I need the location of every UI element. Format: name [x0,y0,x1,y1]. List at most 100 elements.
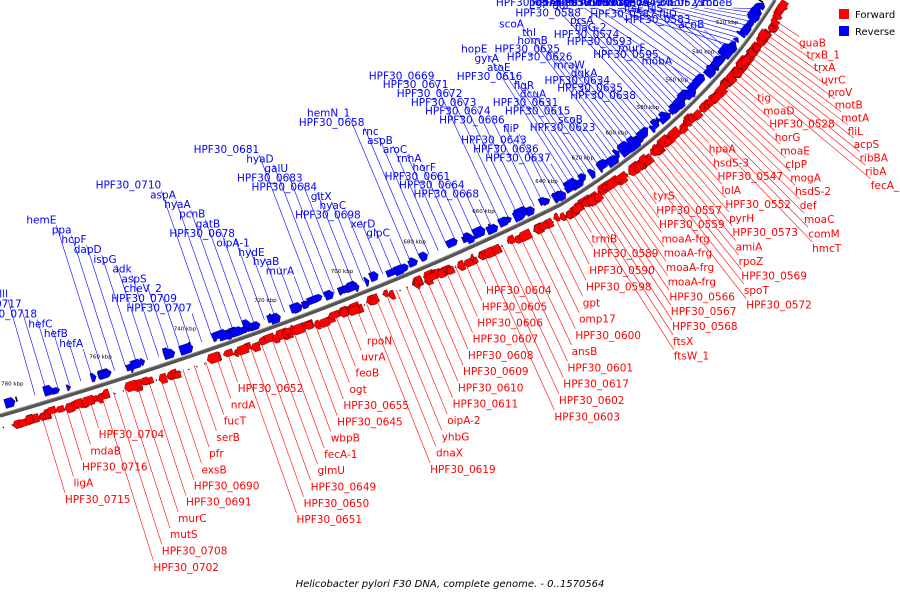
forward-strand-genes [12,0,789,429]
reverse-gene-connector [302,183,345,290]
forward-gene-connector [77,403,91,445]
reverse-gene-arrow [353,282,360,293]
reverse-gene-label: HPF30_0661 [385,171,451,183]
reverse-gene-connector [622,93,652,128]
forward-gene-label: HPF30_0567 [671,306,737,318]
forward-gene-arrow [478,251,485,261]
reverse-gene-label: HPF30_0672 [397,88,463,100]
forward-gene-label: horG [775,132,801,144]
forward-gene-label: hpaA [709,144,737,156]
forward-gene-arrow [566,210,574,219]
reverse-gene-connector [523,29,618,155]
forward-gene-arrow [327,309,341,320]
reverse-gene-label: secA [624,0,650,9]
forward-gene-label: ftsW_1 [674,351,709,363]
forward-gene-arrow [679,124,689,134]
forward-gene-label: motA [841,113,870,125]
legend-reverse-swatch [839,26,849,36]
forward-gene-connector [136,384,179,513]
reverse-gene-label: galU [264,163,288,175]
reverse-gene-connector [86,245,127,368]
forward-gene-connector [454,265,478,317]
reverse-gene-label: HPF30_0616 [457,71,523,83]
reverse-gene-connector [161,294,181,350]
forward-gene-connector [303,326,338,416]
forward-gene-label: HPF30_0601 [568,362,634,374]
reverse-gene-label: dcuA [520,89,547,101]
forward-gene-label: clpP [785,159,807,171]
reverse-gene-label: aspS [121,273,147,285]
forward-gene-connector [761,37,829,87]
reverse-gene-label: HPF30_0635 [557,83,623,95]
reverse-gene-label: flhB [588,0,608,9]
reverse-gene-connector [360,220,383,275]
forward-gene-arrow [728,75,738,85]
reverse-gene-connector [538,154,563,193]
reverse-gene-connector [649,7,715,65]
forward-gene-label: moaA-frg [668,277,716,289]
reverse-gene-label: ispG [93,254,116,266]
forward-gene-label: lolA [722,185,742,197]
reverse-gene-label: HPF30_0686 [439,114,505,126]
reverse-gene-connector [648,7,741,34]
reverse-gene-label: prsA [570,15,594,27]
forward-gene-connector [748,54,854,139]
forward-gene-label: ligA [74,478,94,490]
reverse-gene-arrow [471,225,486,240]
reverse-gene-arrow [266,314,273,324]
minor-tick [2,426,5,429]
reverse-gene-connector [293,276,306,305]
reverse-gene-connector [435,172,466,239]
reverse-gene-connector [623,7,708,73]
forward-gene-arrow [81,394,96,407]
reverse-gene-arrow [705,64,715,74]
reverse-gene-connector [219,229,255,324]
forward-gene-label: tig [757,93,771,105]
forward-gene-connector [396,289,448,415]
reverse-gene-label: hyaD [246,154,273,166]
reverse-gene-label: hefC [28,318,52,330]
reverse-gene-arrow [337,287,344,296]
forward-gene-label: trmB [592,234,618,246]
forward-gene-connector [653,151,739,256]
forward-gene-connector [216,357,232,399]
forward-gene-arrow [39,412,47,420]
reverse-gene-label: HPF30_0674 [425,106,491,118]
reverse-gene-label: oipA-1 [216,237,249,249]
reverse-gene-label: hefA [59,338,84,350]
forward-gene-connector [741,63,866,166]
forward-gene-label: mutS [170,529,198,541]
reverse-gene-label: HPF30_0593 [567,36,633,48]
forward-gene-label: motB [835,100,863,112]
reverse-gene-label: HPF30_0709 [111,293,177,305]
reverse-gene-label: HPF30_0595 [593,49,659,61]
forward-gene-label: serB [216,432,239,444]
forward-gene-label: pyrH [729,213,754,225]
reverse-gene-label: HPF30_0577 [558,0,624,9]
forward-gene-label: HPF30_0604 [486,285,552,297]
reverse-gene-label: HPF30_0576 [544,0,610,9]
forward-gene-label: pfr [209,448,224,460]
reverse-gene-label: HPF30_0668 [413,189,479,201]
legend-forward-swatch [839,9,849,19]
reverse-gene-label: HPF30_0579 [584,0,650,9]
reverse-gene-label: aroC [383,144,407,156]
forward-gene-connector [205,361,224,415]
forward-gene-connector [482,252,555,411]
reverse-gene-label: HPF30_0636 [473,144,539,156]
reverse-gene-connector [364,127,421,259]
reverse-gene-arrow [310,293,323,304]
forward-gene-connector [124,388,171,529]
reverse-gene-arrow [161,347,171,357]
forward-gene-label: moaA-frg [666,262,714,274]
forward-gene-connector [605,186,668,276]
minor-tick [180,371,182,373]
forward-gene-arrow [304,320,314,330]
forward-gene-label: omp17 [579,314,616,326]
reverse-gene-label: HPF30_0673 [411,97,477,109]
forward-gene-arrow [235,343,250,356]
reverse-gene-arrow [485,223,499,236]
forward-gene-arrow [222,348,234,358]
forward-gene-label: moaC [804,214,834,226]
